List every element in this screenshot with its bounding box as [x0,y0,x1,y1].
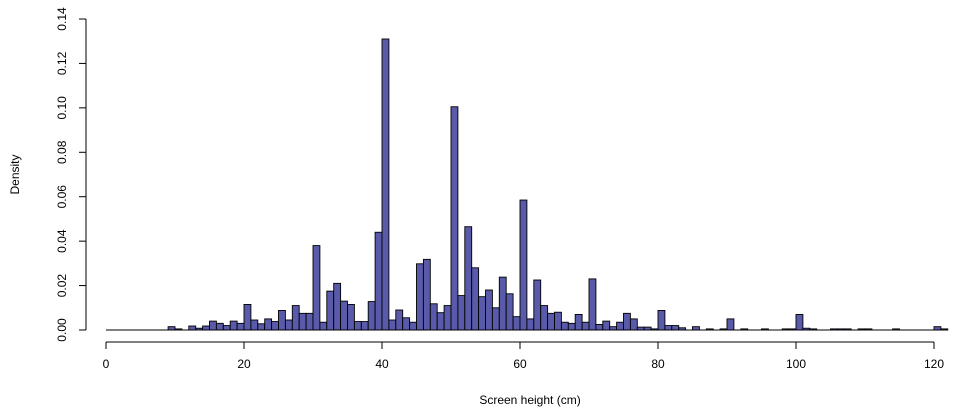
histogram-bar [374,231,383,331]
y-tick-label: 0.00 [55,318,69,342]
histogram-bar [609,326,618,331]
y-tick-label: 0.10 [55,96,69,120]
y-tick-label: 0.06 [55,185,69,209]
y-tick-label: 0.12 [55,51,69,75]
histogram-bar [243,304,252,331]
histogram-bar [595,324,604,331]
histogram-bar [381,38,390,331]
histogram-bar [395,309,404,331]
histogram-bar [533,279,542,331]
histogram-bar [236,322,245,331]
histogram-bar [333,282,342,331]
histogram-bar [429,303,438,331]
histogram-bar [581,321,590,331]
histogram-bar [340,300,348,331]
histogram-bar [547,312,555,331]
y-tick-label: 0.02 [55,274,69,298]
histogram-bar [305,312,314,331]
histogram-bar [498,276,507,331]
histogram-bar [388,319,397,331]
histogram-bar [485,289,493,331]
x-axis: 0 20 40 60 80 100 120 Screen height (cm) [103,341,944,407]
y-axis-title: Density [8,154,22,194]
x-tick-label: 60 [513,357,527,371]
histogram-bars [106,38,949,331]
histogram-bar [526,318,535,331]
histogram-bar [222,325,231,331]
histogram-bar [264,318,273,331]
histogram-bar [671,325,680,331]
histogram-bar [692,326,700,331]
histogram-bar [554,311,562,331]
histogram-bar [567,322,576,331]
histogram-bar [312,245,321,331]
histogram-bar [795,314,804,331]
histogram-bar [202,325,210,331]
histogram-bar [284,319,293,331]
histogram-bar [602,320,611,331]
histogram-bar [464,226,473,331]
histogram-bar [457,295,466,331]
x-tick-label: 20 [237,357,251,371]
x-axis-title: Screen height (cm) [479,393,580,407]
histogram-bar [491,307,500,331]
y-axis: 0.00 0.02 0.04 0.06 0.08 0.10 0.12 0.14 Density [8,7,87,342]
histogram-bar [505,293,514,331]
histogram-bar [257,323,266,331]
histogram-bar [443,305,452,331]
histogram-bar [726,318,735,331]
histogram-bar [326,290,335,331]
histogram-bar [278,310,286,331]
histogram-bar [409,321,417,331]
histogram-bar [353,321,362,331]
histogram-bar [478,296,486,331]
histogram-bar [574,314,583,331]
x-tick-label: 0 [103,357,110,371]
histogram-bar [291,305,300,331]
histogram-bar [512,316,521,331]
x-tick-label: 80 [651,357,665,371]
x-tick-label: 100 [786,357,806,371]
histogram-bar [360,321,369,331]
histogram-bar [471,267,480,331]
histogram-bar [402,317,411,331]
histogram-bar [167,326,176,331]
histogram-bar [657,310,666,331]
histogram-bar [664,325,673,331]
x-tick-label: 40 [375,357,389,371]
histogram-bar [436,312,445,331]
histogram-bar [450,106,459,331]
histogram-bar [209,320,217,331]
y-tick-label: 0.14 [55,7,69,31]
x-tick-label: 120 [924,357,944,371]
histogram-bar [629,318,638,331]
histogram-bar [933,326,942,331]
histogram-bar [519,199,528,331]
histogram-bar [215,322,224,331]
histogram-bar [188,325,197,331]
histogram-bar [347,304,355,331]
y-tick-label: 0.08 [55,140,69,164]
histogram-bar [298,312,307,331]
histogram-bar [560,321,569,331]
histogram-bar [540,305,549,331]
histogram-bar [271,321,279,331]
histogram-bar [319,321,328,331]
histogram-bar [367,301,376,331]
histogram-bar [416,263,424,331]
histogram-bar [616,321,624,331]
histogram-bar [623,312,631,331]
histogram-bar [588,278,597,331]
histogram-bar [229,320,238,331]
histogram-bar [422,258,431,331]
y-tick-label: 0.04 [55,229,69,253]
histogram-bar [250,319,259,331]
